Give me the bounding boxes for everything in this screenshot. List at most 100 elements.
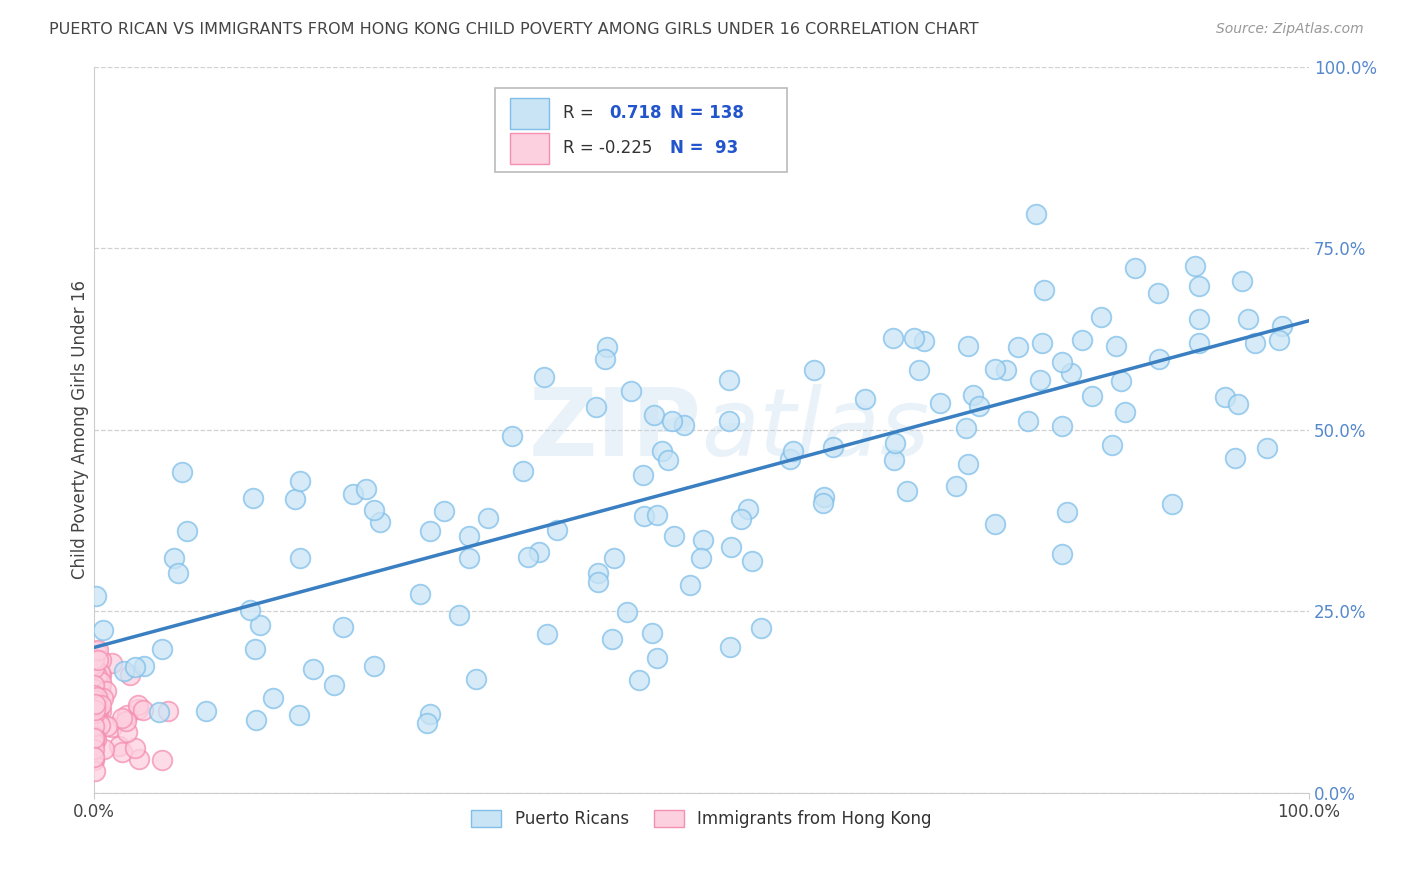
Text: PUERTO RICAN VS IMMIGRANTS FROM HONG KONG CHILD POVERTY AMONG GIRLS UNDER 16 COR: PUERTO RICAN VS IMMIGRANTS FROM HONG KON… [49,22,979,37]
Point [967,399,990,413]
Point [83,720,105,734]
Point [84,675,107,690]
Point [811,496,834,510]
Point [619,384,641,398]
Point [83,712,105,726]
Point [1215,390,1237,404]
Point [1114,405,1136,419]
Point [302,663,325,677]
Point [83,681,105,695]
Point [737,502,759,516]
Point [83,736,105,750]
Point [1188,335,1211,350]
Point [83,724,105,739]
Point [903,331,925,345]
Point [284,491,307,506]
Point [84,682,107,697]
Point [87,700,110,714]
Point [803,363,825,377]
Point [1123,260,1146,275]
Point [458,529,481,543]
Point [1101,438,1123,452]
Point [1268,334,1291,348]
Point [84,644,107,658]
Point [1161,497,1184,511]
Point [464,672,486,686]
Text: 0.718: 0.718 [609,104,662,122]
Point [645,650,668,665]
Point [83,681,105,695]
Point [956,457,979,471]
Point [690,550,713,565]
Point [127,698,149,713]
Point [288,474,311,488]
Point [91,623,114,637]
Point [128,752,150,766]
Point [546,523,568,537]
Point [111,746,134,760]
Point [83,701,105,715]
Point [616,605,638,619]
Point [1223,450,1246,465]
FancyBboxPatch shape [495,88,786,172]
Point [96,684,118,698]
Point [730,512,752,526]
Point [418,706,440,721]
Point [249,618,271,632]
Point [363,659,385,673]
Point [84,692,107,706]
Point [929,396,952,410]
Point [83,690,105,704]
Point [84,706,107,720]
Point [419,524,441,538]
Point [117,725,139,739]
Point [627,673,650,687]
Point [288,550,311,565]
Point [651,444,673,458]
Point [90,674,112,689]
Point [994,363,1017,377]
Point [955,421,977,435]
Point [821,440,844,454]
Point [83,665,105,679]
Point [83,706,105,721]
Point [127,702,149,716]
Text: N = 138: N = 138 [671,104,744,122]
Point [101,656,124,670]
Point [586,566,609,580]
Point [83,660,105,674]
Point [884,436,907,450]
Point [84,701,107,715]
Point [245,714,267,728]
Point [912,334,935,349]
Point [363,502,385,516]
Point [984,517,1007,532]
Point [83,678,105,692]
Point [83,731,105,745]
Point [779,452,801,467]
Point [718,640,741,654]
Point [1188,311,1211,326]
Point [84,710,107,724]
Point [501,429,523,443]
Point [87,694,110,708]
Point [167,566,190,581]
Point [83,688,105,702]
Point [87,643,110,657]
Point [645,508,668,523]
Point [641,626,664,640]
Point [1147,285,1170,300]
Point [84,696,107,710]
Point [1232,274,1254,288]
Point [1050,547,1073,561]
Point [90,668,112,682]
Point [84,764,107,779]
Point [86,690,108,705]
Point [84,727,107,741]
Point [83,703,105,717]
Point [90,698,112,713]
Point [1188,279,1211,293]
Point [83,681,105,696]
Point [195,704,218,718]
Point [1025,207,1047,221]
